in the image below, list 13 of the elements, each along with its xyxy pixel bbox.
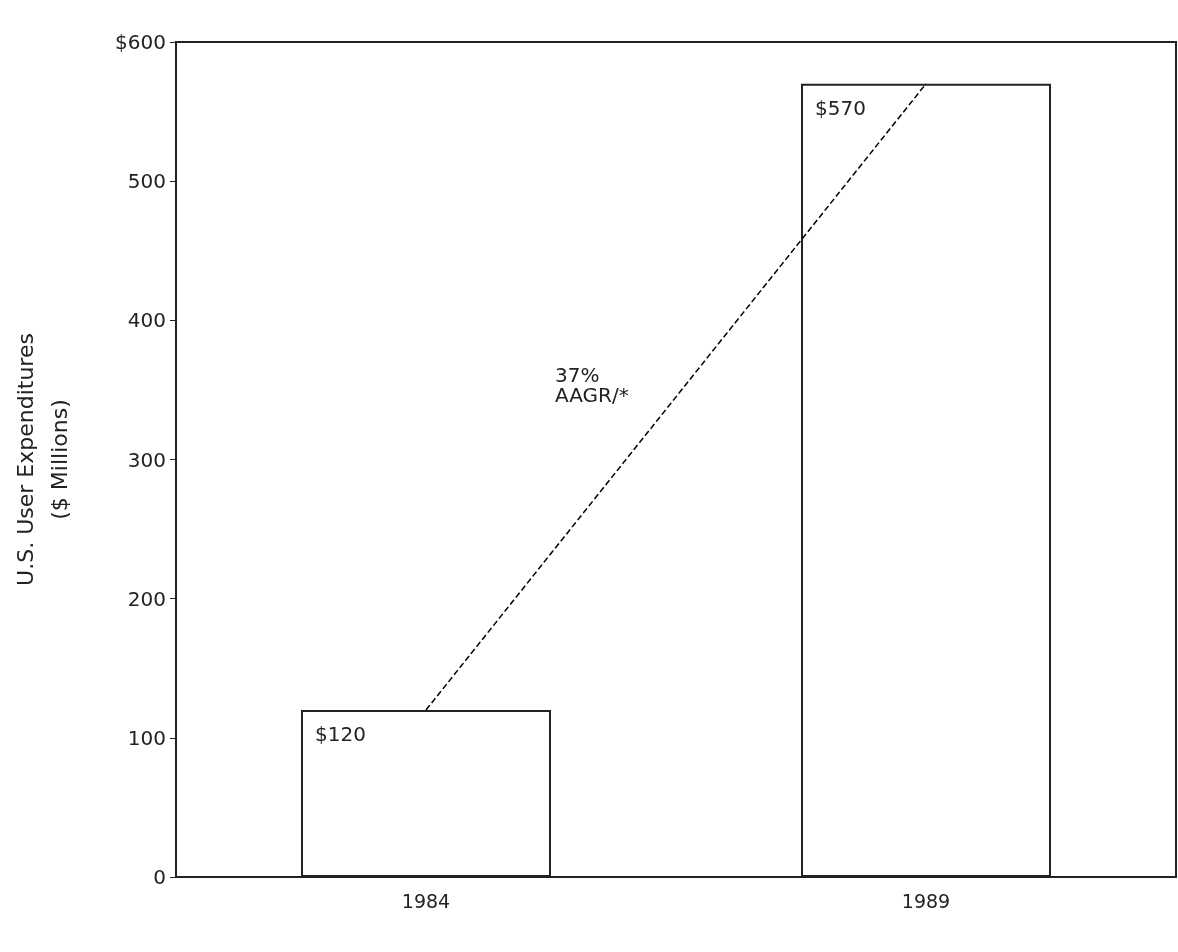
y-tick-label: 200	[127, 586, 166, 611]
x-tick-label: 1989	[901, 889, 951, 912]
y-tick-label: 100	[127, 725, 166, 750]
annotation: 37% AAGR/*	[555, 363, 629, 407]
y-tick-label: 0	[153, 865, 166, 889]
x-tick-label: 1984	[401, 889, 451, 912]
y-tick-label: 500	[127, 169, 166, 194]
y-tick-label: 400	[127, 308, 166, 333]
data-label: $570	[815, 95, 866, 120]
y-tick-label: $600	[115, 30, 166, 54]
y-tick-label: 300	[127, 447, 166, 472]
data-label: $120	[315, 722, 366, 746]
y-axis-title: U.S. User Expenditures ($ Millions)	[12, 333, 72, 586]
